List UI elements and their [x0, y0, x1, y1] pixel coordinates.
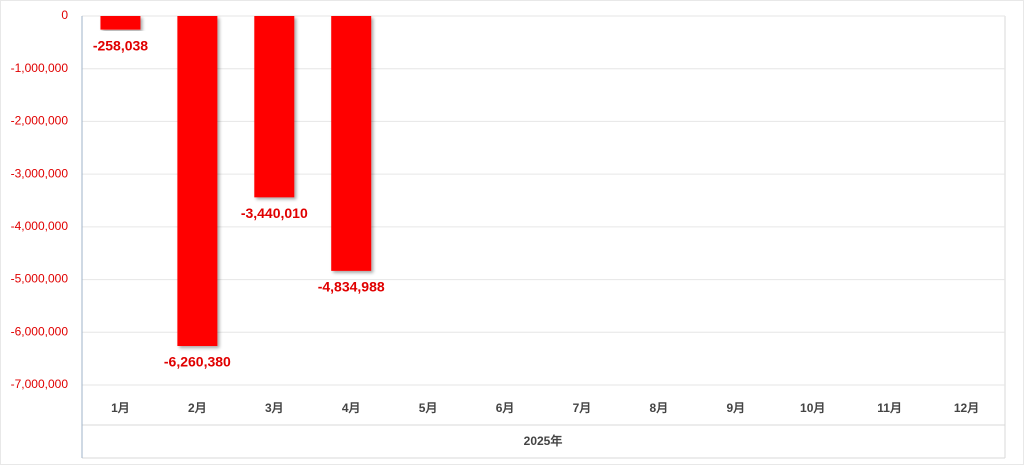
y-tick-label: -4,000,000	[11, 219, 69, 233]
y-tick-label: -5,000,000	[11, 272, 69, 286]
data-label: -3,440,010	[241, 205, 308, 221]
x-tick-label: 2月	[188, 401, 207, 415]
data-label: -6,260,380	[164, 354, 231, 370]
bar	[331, 16, 372, 271]
y-tick-label: -3,000,000	[11, 166, 69, 180]
x-tick-label: 4月	[342, 401, 361, 415]
y-tick-label: 0	[61, 8, 68, 22]
x-tick-label: 6月	[496, 401, 515, 415]
data-label: -4,834,988	[318, 279, 385, 295]
bar	[177, 16, 218, 347]
x-tick-label: 10月	[800, 401, 825, 415]
y-tick-label: -6,000,000	[11, 324, 69, 338]
x-tick-label: 3月	[265, 401, 284, 415]
data-label: -258,038	[93, 37, 148, 53]
y-tick-label: -7,000,000	[11, 377, 69, 391]
x-tick-label: 12月	[954, 401, 979, 415]
y-tick-label: -1,000,000	[11, 61, 69, 75]
x-tick-label: 11月	[877, 401, 902, 415]
y-tick-label: -2,000,000	[11, 114, 69, 128]
bar	[254, 16, 295, 198]
x-tick-label: 1月	[111, 401, 130, 415]
x-tick-label: 7月	[573, 401, 592, 415]
x-tick-label: 8月	[650, 401, 669, 415]
group-label: 2025年	[524, 433, 563, 448]
bar	[100, 16, 141, 30]
x-tick-label: 5月	[419, 401, 438, 415]
x-tick-label: 9月	[726, 401, 745, 415]
